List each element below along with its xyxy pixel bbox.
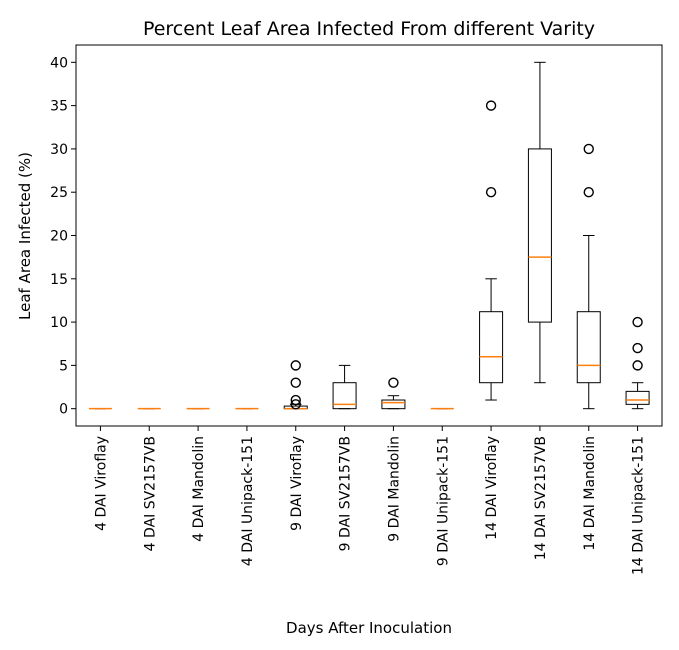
x-axis-label: Days After Inoculation (286, 619, 452, 637)
y-tick-label: 40 (50, 55, 68, 71)
y-axis-label: Leaf Area Infected (%) (16, 152, 34, 320)
y-tick-label: 5 (59, 358, 68, 374)
x-tick-label: 9 DAI SV2157VB (338, 436, 354, 551)
box (479, 311, 504, 384)
flier-point (583, 143, 594, 155)
x-tick-label: 14 DAI Mandolin (582, 436, 598, 551)
x-tick-label: 4 DAI Mandolin (191, 436, 207, 542)
x-tick-label: 9 DAI Unipack-151 (435, 436, 451, 566)
y-tick-label: 15 (50, 272, 68, 288)
x-tick-label: 9 DAI Mandolin (386, 436, 402, 542)
x-tick-label: 14 DAI Viroflay (484, 436, 500, 540)
y-tick-label: 10 (50, 315, 68, 331)
flier-point (583, 187, 594, 198)
flier-point (632, 342, 643, 354)
x-tick-label: 14 DAI SV2157VB (533, 436, 549, 560)
box (332, 382, 357, 410)
plot-area: 0 5 10 15 20 25 30 35 40 4 DAI Viroflay 4 DAI SV21… (50, 55, 650, 575)
flier-point (388, 377, 399, 388)
x-tick-label: 4 DAI SV2157VB (142, 436, 158, 551)
y-tick-label: 0 (59, 402, 68, 418)
x-tick-label: 9 DAI Viroflay (289, 436, 305, 531)
flier-point (632, 316, 643, 328)
chart-title: Percent Leaf Area Infected From differen… (143, 18, 595, 40)
x-tick-label: 4 DAI Viroflay (93, 436, 109, 531)
box (625, 390, 650, 405)
y-tick-label: 20 (50, 229, 68, 245)
box (576, 311, 601, 384)
flier-point (290, 360, 301, 371)
flier-point (290, 394, 301, 406)
y-tick-label: 30 (50, 142, 68, 158)
x-tick-label: 4 DAI Unipack-151 (240, 436, 256, 566)
flier-point (485, 187, 497, 198)
y-tick-label: 35 (50, 99, 68, 115)
flier-point (290, 399, 301, 410)
box (527, 148, 552, 323)
plot-frame (75, 44, 663, 427)
box (381, 399, 406, 410)
y-tick-label: 25 (50, 185, 68, 201)
flier-point (485, 100, 497, 111)
flier-point (632, 360, 643, 371)
flier-point (290, 377, 301, 388)
x-tick-label: 14 DAI Unipack-151 (631, 436, 647, 575)
